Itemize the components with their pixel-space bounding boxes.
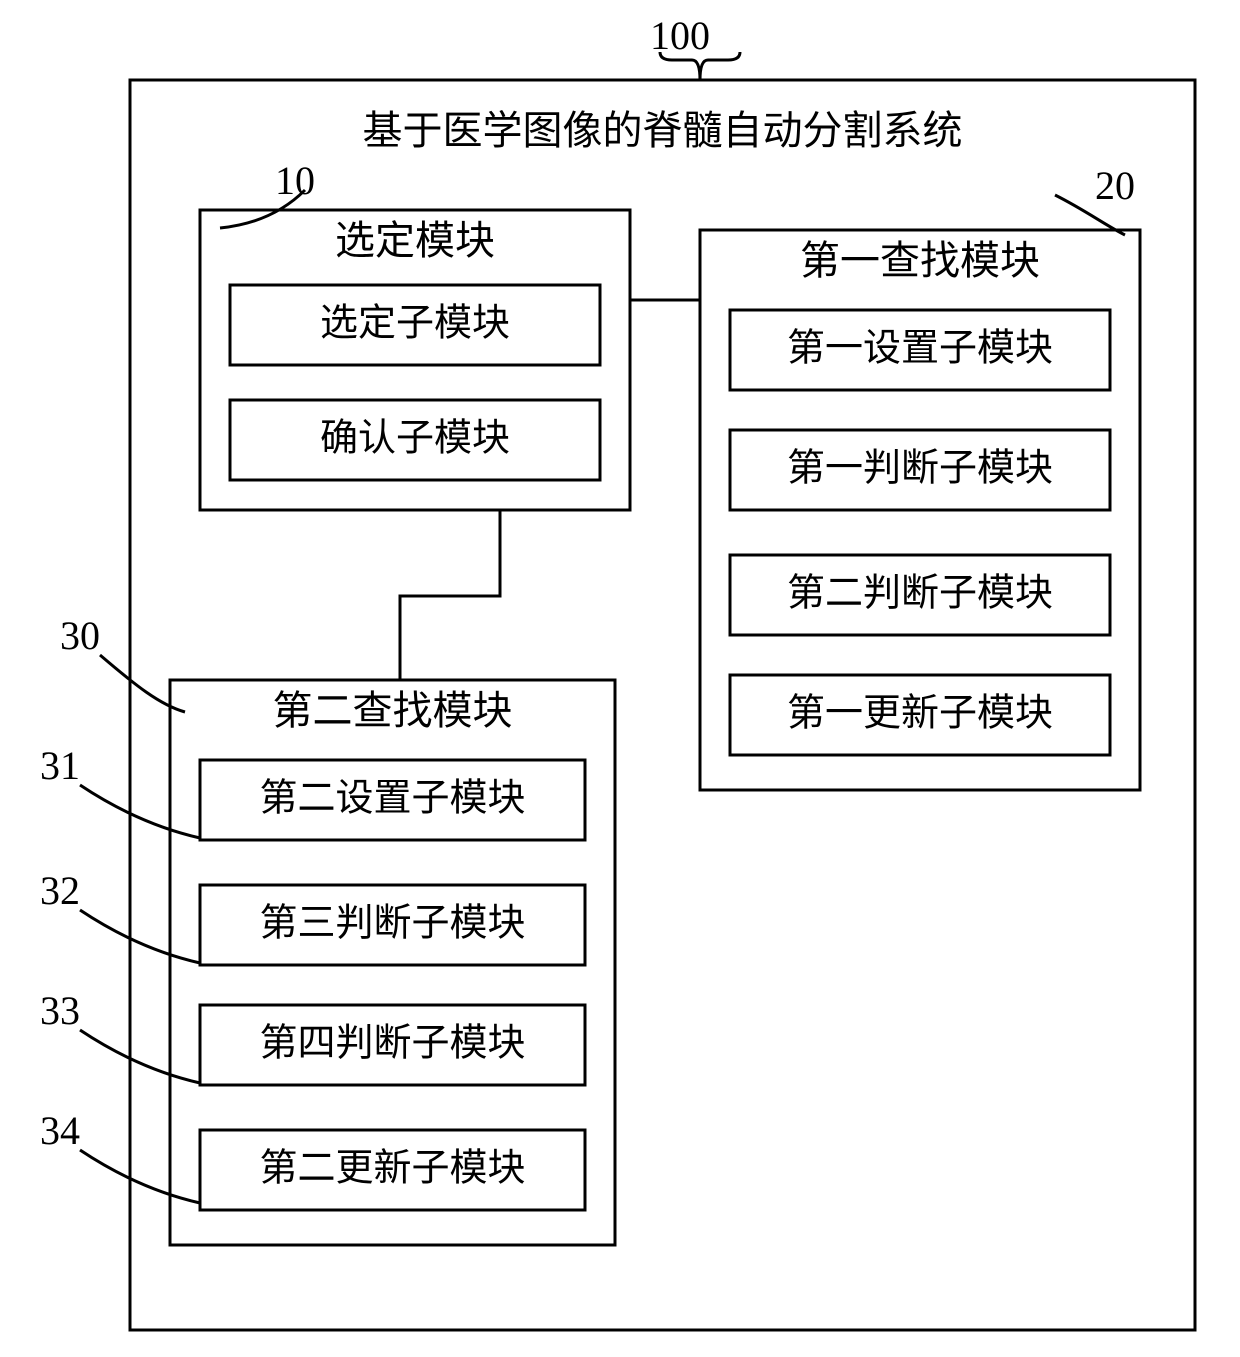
m10-sub-1-text: 确认子模块 <box>320 418 510 460</box>
m30-leader <box>100 655 185 712</box>
m30-sub-1-text: 第三判断子模块 <box>259 903 525 945</box>
outer-title: 基于医学图像的脊髓自动分割系统 <box>363 108 963 153</box>
outer-label: 100 <box>650 13 710 58</box>
m10-label: 10 <box>275 158 315 203</box>
m30-title: 第二查找模块 <box>273 688 513 733</box>
m34-label: 34 <box>40 1108 80 1153</box>
m32-label: 32 <box>40 868 80 913</box>
m20-sub-3-text: 第一更新子模块 <box>787 693 1053 735</box>
m33-leader <box>80 1030 200 1083</box>
m20-label: 20 <box>1095 163 1135 208</box>
m30-label: 30 <box>60 613 100 658</box>
conn-10-30 <box>400 510 500 680</box>
m10-title: 选定模块 <box>335 218 495 263</box>
m10-sub-0-text: 选定子模块 <box>320 303 510 345</box>
m20-sub-1-text: 第一判断子模块 <box>787 448 1053 490</box>
m32-leader <box>80 910 200 963</box>
m31-label: 31 <box>40 743 80 788</box>
m20-sub-0-text: 第一设置子模块 <box>787 328 1053 370</box>
m34-leader <box>80 1150 200 1203</box>
m30-sub-0-text: 第二设置子模块 <box>259 778 525 820</box>
m33-label: 33 <box>40 988 80 1033</box>
m20-title: 第一查找模块 <box>800 238 1040 283</box>
m30-sub-3-text: 第二更新子模块 <box>259 1148 525 1190</box>
m30-sub-2-text: 第四判断子模块 <box>259 1023 525 1065</box>
m20-sub-2-text: 第二判断子模块 <box>787 573 1053 615</box>
m31-leader <box>80 785 200 838</box>
